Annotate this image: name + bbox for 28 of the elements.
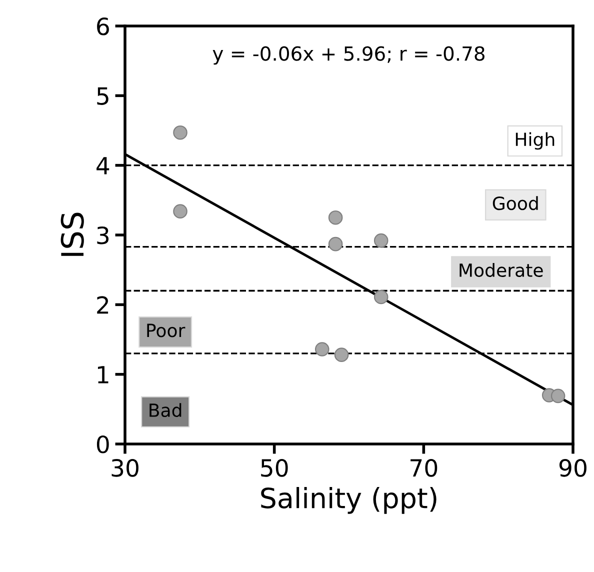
point bbox=[314, 342, 330, 356]
y-tick-label: 5 bbox=[97, 87, 108, 105]
point bbox=[173, 204, 188, 218]
annotation: Bad bbox=[150, 403, 182, 418]
point bbox=[374, 233, 388, 248]
y-tick-label: 4 bbox=[96, 157, 110, 174]
point bbox=[328, 236, 343, 252]
annotation: High bbox=[516, 132, 554, 150]
x-tick-label: 30 bbox=[112, 459, 138, 477]
point bbox=[550, 388, 566, 404]
x-tick-label: 50 bbox=[261, 459, 288, 477]
point bbox=[173, 125, 188, 140]
x-tick-label: 90 bbox=[559, 459, 586, 477]
point bbox=[328, 210, 343, 225]
point bbox=[374, 290, 388, 304]
y-tick-label: 1 bbox=[98, 366, 108, 384]
y-tick-label: 3 bbox=[97, 226, 109, 244]
x-axis-title: Salinity (ppt) bbox=[261, 486, 436, 514]
x-tick-label: 70 bbox=[410, 459, 438, 477]
point bbox=[334, 348, 349, 362]
y-tick-label: 0 bbox=[96, 435, 109, 454]
annotation: Poor bbox=[147, 324, 186, 338]
annotation: y = -0.06x + 5.96; r = -0.78 bbox=[212, 46, 484, 65]
y-tick-label: 6 bbox=[97, 17, 109, 36]
y-tick-label: 2 bbox=[97, 296, 108, 314]
annotation: Good bbox=[492, 196, 538, 210]
y-axis-title: ISS bbox=[60, 212, 84, 256]
annotation: Moderate bbox=[460, 263, 543, 278]
